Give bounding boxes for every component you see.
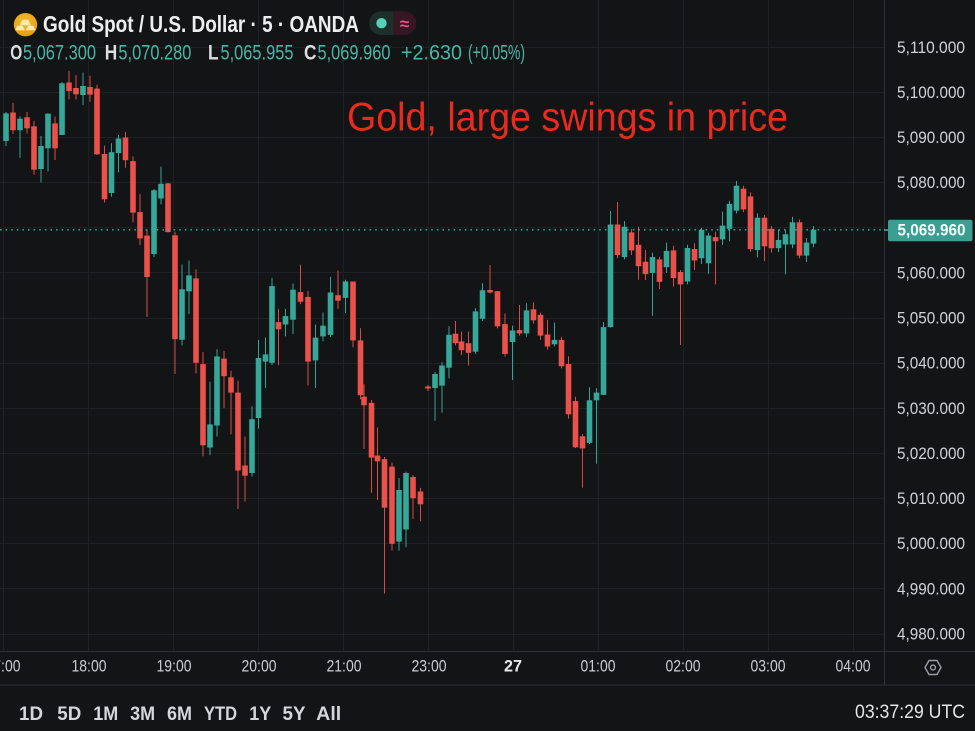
svg-text:5Y: 5Y bbox=[283, 704, 306, 725]
svg-text:5,069.960: 5,069.960 bbox=[318, 42, 391, 65]
svg-text:5,100.000: 5,100.000 bbox=[897, 84, 965, 102]
svg-text:+2.630: +2.630 bbox=[401, 42, 462, 65]
svg-text:O: O bbox=[10, 42, 22, 65]
svg-text:5,090.000: 5,090.000 bbox=[897, 129, 965, 147]
svg-text:04:00: 04:00 bbox=[836, 658, 871, 676]
svg-text:1Y: 1Y bbox=[249, 704, 271, 725]
svg-text:3M: 3M bbox=[130, 704, 155, 725]
svg-text:H: H bbox=[105, 42, 118, 65]
svg-text:18:00: 18:00 bbox=[72, 658, 107, 676]
svg-text:6M: 6M bbox=[167, 704, 192, 725]
svg-text:5,050.000: 5,050.000 bbox=[897, 310, 965, 328]
svg-text:23:00: 23:00 bbox=[412, 658, 447, 676]
svg-text:5,065.955: 5,065.955 bbox=[221, 42, 294, 65]
svg-text:01:00: 01:00 bbox=[581, 658, 616, 676]
svg-text:5,020.000: 5,020.000 bbox=[897, 445, 965, 463]
svg-text:17:00: 17:00 bbox=[0, 658, 21, 676]
svg-text:≈: ≈ bbox=[400, 15, 409, 34]
svg-text:5,000.000: 5,000.000 bbox=[897, 535, 965, 553]
svg-text:03:00: 03:00 bbox=[751, 658, 786, 676]
svg-text:5,070.280: 5,070.280 bbox=[118, 42, 191, 65]
svg-text:27: 27 bbox=[504, 658, 522, 676]
svg-text:5,067.300: 5,067.300 bbox=[23, 42, 96, 65]
svg-text:02:00: 02:00 bbox=[666, 658, 701, 676]
svg-text:C: C bbox=[304, 42, 317, 65]
svg-text:5,030.000: 5,030.000 bbox=[897, 400, 965, 418]
svg-text:5,080.000: 5,080.000 bbox=[897, 174, 965, 192]
svg-text:(+0.05%): (+0.05%) bbox=[468, 42, 525, 65]
svg-text:19:00: 19:00 bbox=[157, 658, 192, 676]
svg-text:Gold, large swings in price: Gold, large swings in price bbox=[347, 96, 788, 140]
svg-text:5,040.000: 5,040.000 bbox=[897, 355, 965, 373]
svg-text:5,110.000: 5,110.000 bbox=[897, 39, 965, 57]
svg-text:1M: 1M bbox=[93, 704, 118, 725]
svg-text:20:00: 20:00 bbox=[242, 658, 277, 676]
svg-text:5,069.960: 5,069.960 bbox=[898, 222, 966, 240]
svg-text:Gold Spot / U.S. Dollar · 5 ·: Gold Spot / U.S. Dollar · 5 · OANDA bbox=[43, 11, 359, 37]
svg-text:5D: 5D bbox=[57, 704, 81, 725]
svg-text:1D: 1D bbox=[19, 704, 43, 725]
svg-text:YTD: YTD bbox=[204, 704, 237, 725]
svg-text:03:37:29 UTC: 03:37:29 UTC bbox=[855, 702, 965, 723]
svg-text:L: L bbox=[208, 42, 219, 65]
svg-text:All: All bbox=[316, 704, 341, 725]
svg-text:21:00: 21:00 bbox=[327, 658, 362, 676]
svg-text:5,010.000: 5,010.000 bbox=[897, 490, 965, 508]
svg-text:4,980.000: 4,980.000 bbox=[897, 626, 965, 644]
svg-text:5,060.000: 5,060.000 bbox=[897, 264, 965, 282]
svg-text:4,990.000: 4,990.000 bbox=[897, 580, 965, 598]
